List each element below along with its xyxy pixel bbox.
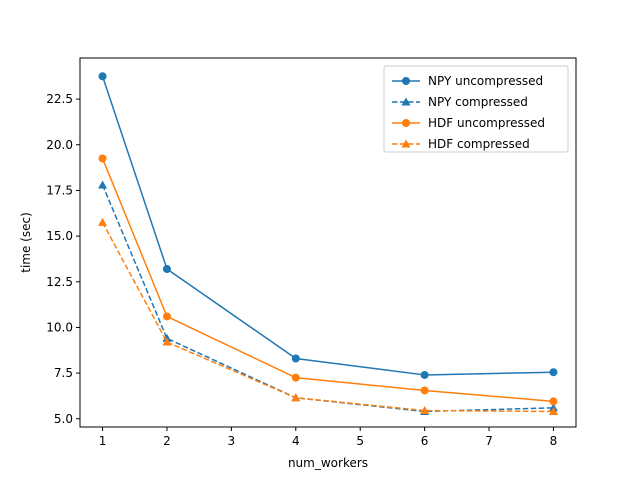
x-tick-label: 6 (421, 434, 429, 448)
data-point-npy-uncompressed (98, 72, 107, 81)
data-point-hdf-uncompressed (549, 397, 558, 406)
data-point-hdf-compressed (162, 337, 172, 346)
data-point-npy-uncompressed (162, 264, 171, 273)
legend-box (383, 65, 569, 153)
data-point-hdf-uncompressed (291, 373, 300, 382)
x-tick-label: 5 (356, 434, 364, 448)
y-tick-label: 20.0 (46, 138, 73, 152)
legend-label-npy-uncompressed: NPY uncompressed (428, 74, 543, 88)
legend: NPY uncompressed NPY compressed HDF uncomp… (383, 65, 569, 153)
data-point-npy-uncompressed (291, 354, 300, 363)
legend-label-hdf-uncompressed: HDF uncompressed (428, 116, 545, 130)
axes-frame (79, 57, 577, 428)
data-point-hdf-uncompressed (98, 154, 107, 163)
x-tick-label: 2 (163, 434, 171, 448)
x-tick-label: 3 (228, 434, 236, 448)
series-npy-uncompressed (98, 72, 558, 379)
legend-marker-hdf-compressed (401, 139, 411, 148)
data-point-npy-uncompressed (549, 368, 558, 377)
legend-marker-npy-compressed (401, 97, 411, 106)
x-tick-label: 4 (292, 434, 300, 448)
y-tick-label: 12.5 (46, 275, 73, 289)
legend-marker-npy-uncompressed (402, 77, 410, 85)
legend-label-hdf-compressed: HDF compressed (428, 137, 530, 151)
y-tick-label: 15.0 (46, 229, 73, 243)
legend-label-npy-compressed: NPY compressed (428, 95, 528, 109)
data-point-hdf-compressed (98, 217, 108, 226)
data-point-hdf-compressed (291, 393, 301, 402)
x-tick-label: 7 (485, 434, 493, 448)
y-tick-label: 5.0 (54, 412, 73, 426)
y-tick-label: 22.5 (46, 92, 73, 106)
y-axis: 5.0 7.5 10.0 12.5 15.0 17.5 20.0 22.5 (46, 92, 80, 426)
legend-marker-hdf-uncompressed (402, 119, 410, 127)
series-hdf-compressed (98, 217, 558, 415)
data-point-hdf-uncompressed (420, 386, 429, 395)
plot-area (98, 72, 558, 415)
data-point-npy-compressed (98, 180, 108, 189)
y-axis-label: time (sec) (19, 212, 33, 273)
series-hdf-uncompressed (98, 154, 558, 406)
y-tick-label: 10.0 (46, 320, 73, 334)
data-point-hdf-compressed (420, 406, 430, 415)
y-tick-label: 7.5 (54, 366, 73, 380)
data-point-npy-uncompressed (420, 370, 429, 379)
x-axis: 1 2 3 4 5 6 7 8 (99, 427, 558, 448)
x-tick-label: 1 (99, 434, 107, 448)
x-axis-label: num_workers (288, 456, 368, 470)
y-tick-label: 17.5 (46, 183, 73, 197)
data-point-hdf-compressed (548, 406, 558, 415)
x-tick-label: 8 (550, 434, 558, 448)
data-point-hdf-uncompressed (162, 312, 171, 321)
